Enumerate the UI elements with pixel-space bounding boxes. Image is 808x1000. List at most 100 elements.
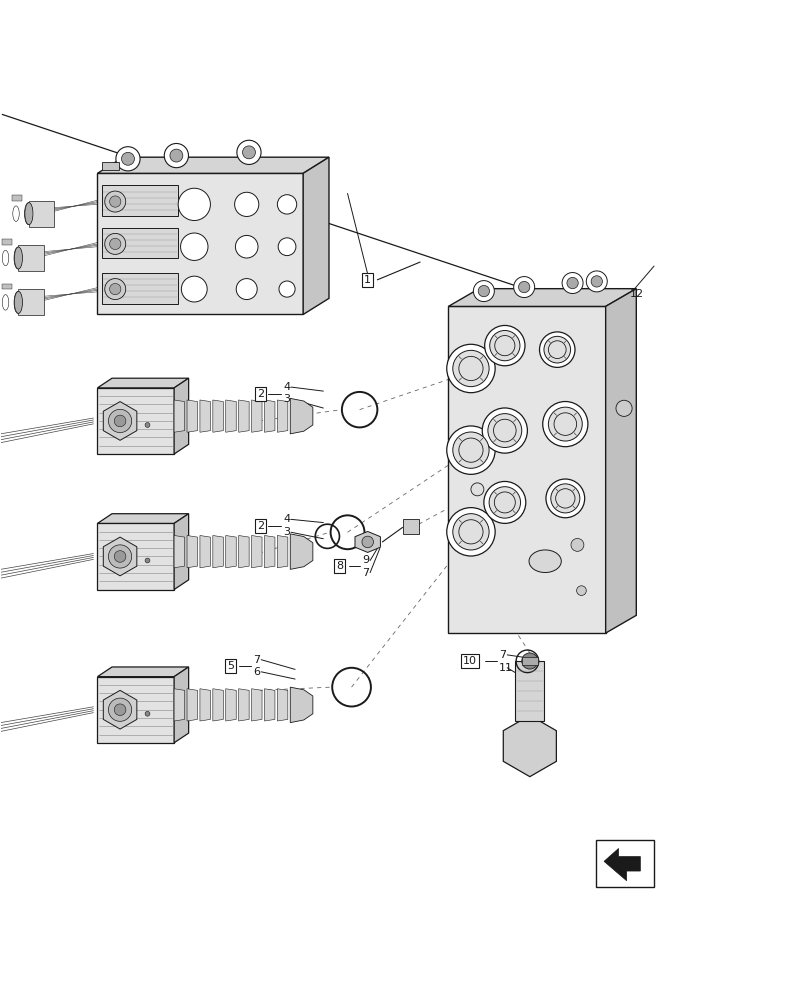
Polygon shape [187, 689, 197, 721]
Polygon shape [103, 402, 137, 440]
Ellipse shape [14, 247, 22, 269]
Bar [18, 245, 44, 271]
Circle shape [452, 432, 489, 468]
Text: 12: 12 [630, 289, 644, 299]
Circle shape [180, 233, 208, 260]
Text: 7: 7 [362, 568, 369, 578]
Polygon shape [98, 667, 188, 677]
Polygon shape [174, 689, 184, 721]
Circle shape [145, 711, 150, 716]
Bar [522, 657, 538, 665]
Bar [98, 523, 174, 590]
Bar [102, 162, 120, 170]
Circle shape [114, 551, 126, 562]
Text: 9: 9 [362, 555, 369, 565]
Circle shape [145, 423, 150, 427]
Circle shape [242, 146, 255, 159]
Circle shape [105, 279, 126, 300]
Ellipse shape [2, 250, 9, 266]
Polygon shape [174, 400, 184, 432]
Circle shape [110, 196, 121, 207]
Circle shape [237, 140, 261, 164]
Text: 3: 3 [283, 394, 290, 404]
Polygon shape [213, 400, 223, 432]
Bar [12, 195, 23, 201]
Circle shape [110, 238, 121, 250]
Text: 2: 2 [257, 521, 264, 531]
Polygon shape [251, 689, 262, 721]
Polygon shape [604, 848, 640, 881]
Bar [596, 840, 654, 887]
Polygon shape [187, 535, 197, 568]
Polygon shape [251, 400, 262, 432]
Circle shape [279, 281, 295, 297]
Circle shape [562, 273, 583, 294]
Polygon shape [238, 400, 249, 432]
Circle shape [447, 508, 495, 556]
Text: 6: 6 [253, 667, 260, 677]
Polygon shape [238, 535, 249, 568]
Circle shape [494, 336, 515, 356]
Circle shape [447, 344, 495, 393]
Bar [98, 173, 303, 314]
Circle shape [236, 279, 257, 300]
Polygon shape [174, 514, 188, 590]
Circle shape [490, 330, 520, 361]
Circle shape [544, 336, 570, 363]
Text: 1: 1 [364, 275, 371, 285]
Bar [98, 388, 174, 454]
Bar [2, 239, 12, 245]
Polygon shape [290, 534, 313, 569]
Polygon shape [251, 535, 262, 568]
Circle shape [591, 276, 603, 287]
Polygon shape [213, 689, 223, 721]
Bar [28, 201, 54, 227]
Text: 10: 10 [463, 656, 478, 666]
Circle shape [178, 188, 210, 221]
Polygon shape [448, 289, 637, 306]
Circle shape [114, 704, 126, 716]
Circle shape [567, 277, 579, 289]
Circle shape [108, 545, 132, 568]
Circle shape [543, 402, 588, 447]
Circle shape [489, 487, 520, 518]
Ellipse shape [2, 295, 9, 310]
Circle shape [549, 341, 566, 359]
Circle shape [494, 419, 516, 442]
Circle shape [494, 492, 516, 513]
Polygon shape [238, 689, 249, 721]
Polygon shape [103, 690, 137, 729]
Bar [102, 185, 178, 216]
Circle shape [110, 283, 121, 295]
Ellipse shape [14, 291, 22, 313]
Polygon shape [606, 289, 637, 633]
Circle shape [540, 332, 575, 367]
Polygon shape [277, 400, 288, 432]
Circle shape [616, 400, 632, 416]
Polygon shape [277, 535, 288, 568]
Polygon shape [355, 531, 381, 552]
Circle shape [471, 483, 484, 496]
Ellipse shape [13, 206, 19, 221]
Polygon shape [98, 378, 188, 388]
Circle shape [181, 276, 207, 302]
Text: 3: 3 [283, 527, 290, 537]
Bar [102, 228, 178, 258]
Circle shape [116, 147, 140, 171]
Circle shape [556, 489, 575, 508]
Polygon shape [264, 400, 275, 432]
Circle shape [485, 325, 525, 366]
Bar [516, 661, 545, 721]
Circle shape [488, 414, 522, 447]
Text: 11: 11 [499, 663, 513, 673]
Circle shape [278, 238, 296, 256]
Ellipse shape [15, 291, 23, 313]
Circle shape [105, 233, 126, 254]
Bar [402, 519, 419, 534]
Bar [102, 273, 178, 304]
Polygon shape [174, 378, 188, 454]
Circle shape [587, 271, 608, 292]
Bar [98, 677, 174, 743]
Circle shape [277, 195, 297, 214]
Circle shape [522, 653, 538, 669]
